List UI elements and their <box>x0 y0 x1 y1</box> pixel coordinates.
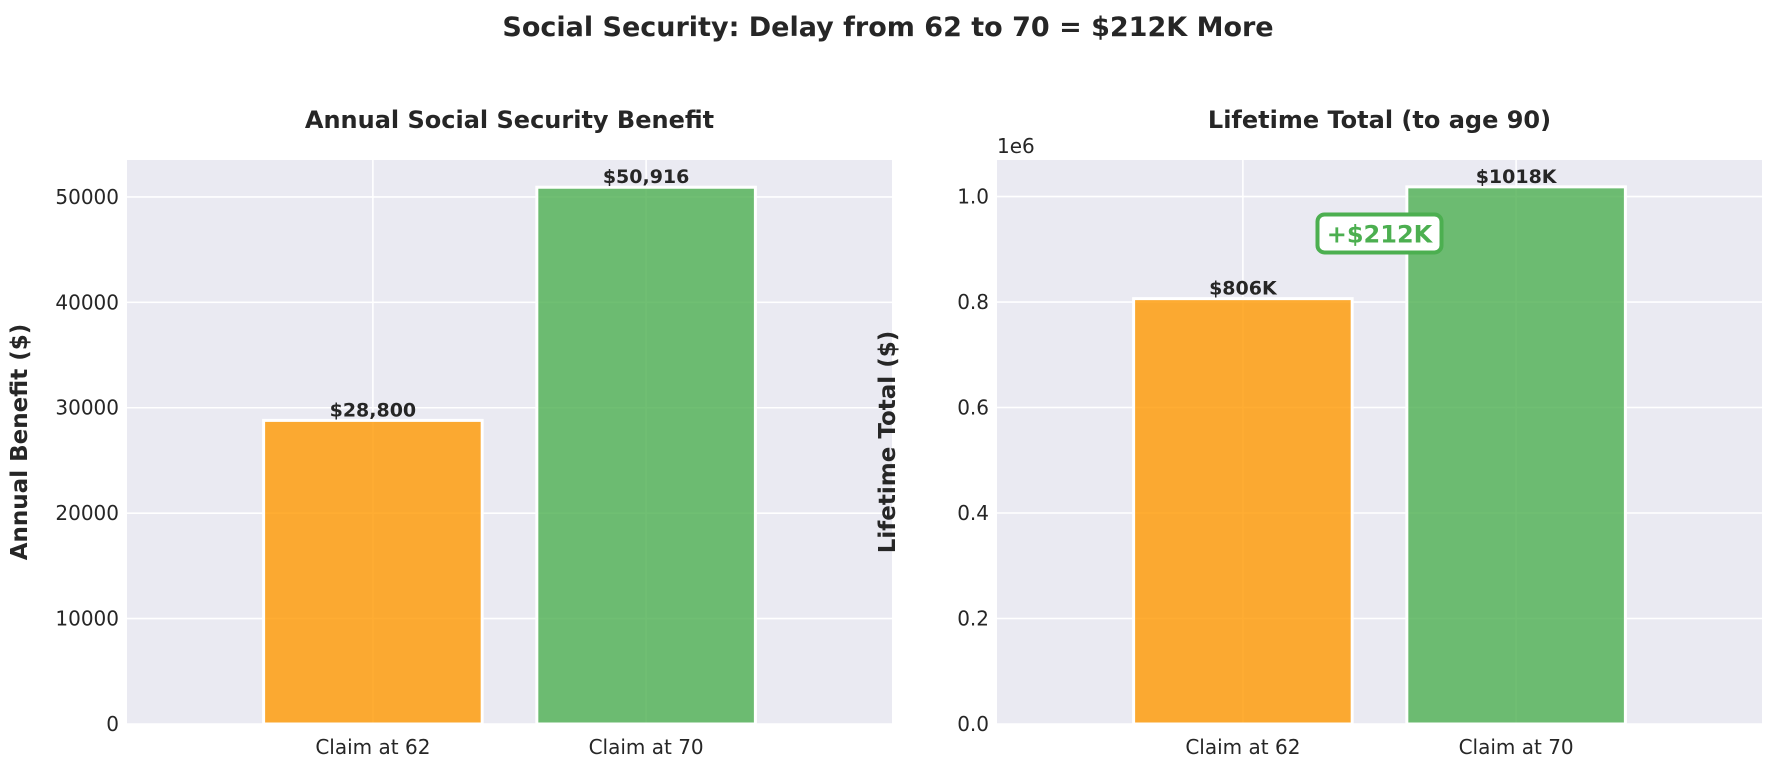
plot-area <box>127 160 892 724</box>
y-tick-label: 0.8 <box>957 290 989 314</box>
bar-value-label: $28,800 <box>330 399 417 421</box>
y-offset-label: 1e6 <box>997 134 1035 158</box>
figure-suptitle: Social Security: Delay from 62 to 70 = $… <box>502 12 1273 43</box>
x-tick-label: Claim at 62 <box>315 735 430 759</box>
y-tick-label: 0.4 <box>957 501 989 525</box>
y-tick-label: 1.0 <box>957 185 989 209</box>
chart-annual-benefit: $28,800 $50,916 0 10000 20000 30000 40000 50000… <box>7 106 892 759</box>
y-tick-label: 10000 <box>55 607 119 631</box>
y-tick-label: 0.0 <box>957 712 989 736</box>
y-tick-label: 0.2 <box>957 607 989 631</box>
y-tick-label: 0 <box>106 712 119 736</box>
y-tick-label: 50000 <box>55 185 119 209</box>
difference-callout-box <box>1315 212 1444 255</box>
chart-lifetime-total: $806K $1018K 0.0 0.2 0.4 0.6 0.8 1.0 Claim at 62… <box>875 106 1762 759</box>
bar-value-label: $50,916 <box>603 166 690 188</box>
y-axis-label: Lifetime Total ($) <box>875 331 901 553</box>
y-tick-label: 30000 <box>55 396 119 420</box>
bar-value-label: $806K <box>1209 278 1278 300</box>
bar-claim-70 <box>1405 185 1627 726</box>
bar-claim-62 <box>262 418 484 726</box>
x-tick-label: Claim at 62 <box>1185 735 1300 759</box>
y-axis-label: Annual Benefit ($) <box>7 324 33 561</box>
x-tick-label: Claim at 70 <box>589 735 704 759</box>
axes-title: Lifetime Total (to age 90) <box>1208 106 1551 134</box>
y-tick-label: 20000 <box>55 501 119 525</box>
bar-claim-70 <box>535 185 757 726</box>
y-tick-label: 40000 <box>55 290 119 314</box>
bar-value-label: $1018K <box>1476 166 1558 188</box>
axes-title: Annual Social Security Benefit <box>305 106 714 134</box>
x-tick-label: Claim at 70 <box>1459 735 1574 759</box>
bar-claim-62 <box>1132 297 1354 726</box>
difference-callout-text: +$212K <box>1327 220 1434 248</box>
y-tick-label: 0.6 <box>957 396 989 420</box>
